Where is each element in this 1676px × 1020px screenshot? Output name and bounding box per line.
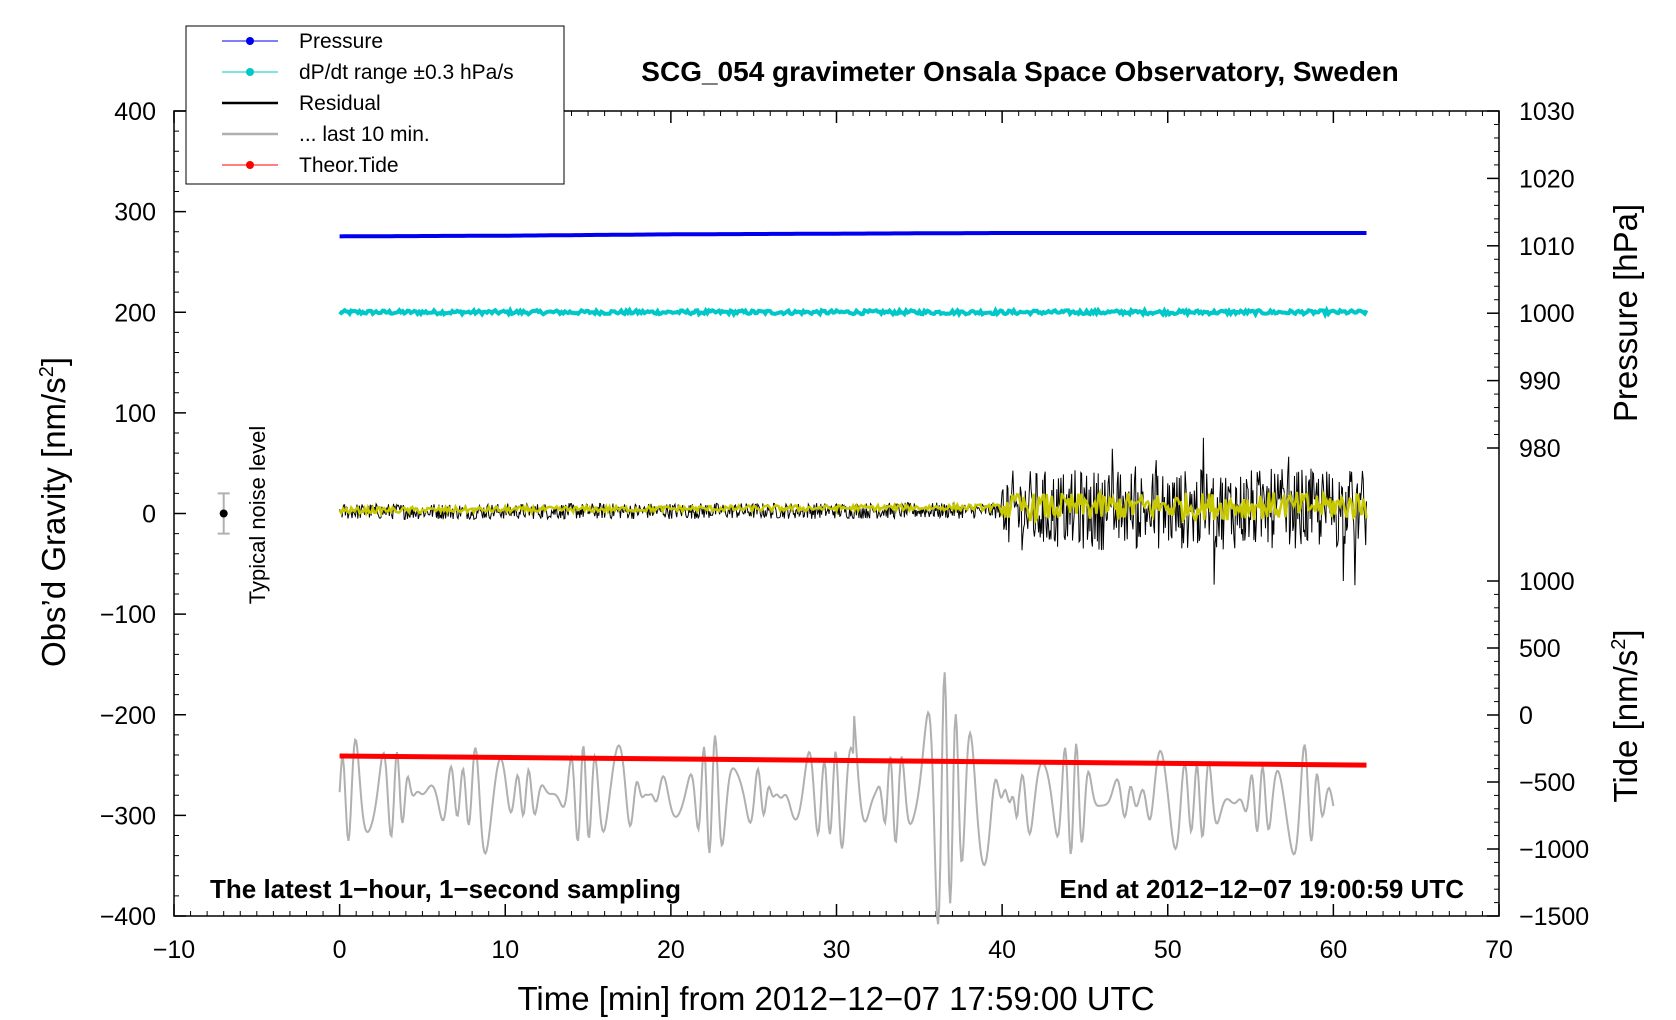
y-left-tick-label: −200	[100, 702, 156, 730]
tide-tick-label: −1500	[1519, 903, 1589, 931]
legend-items: Pressure dP/dt range ±0.3 hPa/s Residual..…	[222, 30, 514, 177]
legend-label: dP/dt range ±0.3 hPa/s	[299, 61, 514, 84]
tide-tick-label: −500	[1519, 769, 1575, 797]
pressure-tick-label: 1000	[1519, 300, 1575, 328]
y-left-tick-label: 400	[114, 98, 156, 126]
axis-ticks	[173, 110, 1500, 917]
x-tick-label: 50	[1154, 936, 1182, 964]
pressure-tick-label: 990	[1519, 368, 1561, 396]
series-layer	[338, 231, 1369, 925]
y-left-axis-title-sup: 2	[36, 366, 58, 377]
noise-label: Typical noise level	[245, 426, 270, 605]
series-pressure	[339, 231, 1367, 239]
x-tick-label: 70	[1485, 936, 1513, 964]
x-tick-label: 60	[1319, 936, 1347, 964]
pressure-tick-label: 1020	[1519, 165, 1575, 193]
legend-label: Pressure	[299, 30, 383, 53]
series-residual-smoothed	[338, 487, 1368, 526]
note-left: The latest 1−hour, 1−second sampling	[210, 874, 681, 904]
y-right-tide-title-main: Tide [nm/s	[1607, 650, 1644, 803]
legend-label: Residual	[299, 92, 381, 115]
y-right-tide-title: Tide [nm/s2]	[1607, 629, 1644, 802]
y-left-axis-title: Obs’d Gravity [nm/s2]	[35, 357, 72, 667]
tide-tick-label: −1000	[1519, 836, 1589, 864]
x-tick-label: −10	[153, 936, 195, 964]
tide-tick-label: 1000	[1519, 568, 1575, 596]
x-tick-label: 20	[657, 936, 685, 964]
tide-tick-label: 500	[1519, 635, 1561, 663]
y-right-pressure-title: Pressure [hPa]	[1607, 204, 1644, 422]
x-tick-label: 40	[988, 936, 1016, 964]
series-dpdt	[338, 305, 1369, 320]
legend-box	[185, 25, 565, 185]
legend-label: ... last 10 min.	[299, 123, 430, 146]
legend-dot	[246, 161, 254, 169]
x-tick-label: 10	[491, 936, 519, 964]
pressure-tick-label: 1030	[1519, 98, 1575, 126]
noise-bar-dot	[219, 509, 228, 518]
chart-title: SCG_054 gravimeter Onsala Space Observat…	[641, 56, 1398, 87]
series-last-10-min	[338, 672, 1335, 925]
y-left-tick-label: 100	[114, 400, 156, 428]
noise-bar	[217, 492, 230, 535]
y-right-tide-title-close: ]	[1607, 629, 1644, 638]
y-left-axis-title-main: Obs’d Gravity [nm/s	[35, 377, 72, 667]
y-left-tick-label: −400	[100, 903, 156, 931]
y-left-tick-label: 0	[142, 501, 156, 529]
series-theor-tide	[339, 753, 1367, 768]
y-left-tick-label: −300	[100, 802, 156, 830]
pressure-tick-label: 980	[1519, 435, 1561, 463]
y-left-tick-label: 200	[114, 299, 156, 327]
tide-tick-label: 0	[1519, 702, 1533, 730]
y-left-tick-label: −100	[100, 601, 156, 629]
x-axis-title: Time [min] from 2012−12−07 17:59:00 UTC	[517, 980, 1154, 1017]
y-left-tick-label: 300	[114, 199, 156, 227]
legend: Pressure dP/dt range ±0.3 hPa/s Residual..…	[185, 25, 565, 185]
y-right-tide-title-sup: 2	[1608, 639, 1630, 650]
pressure-tick-label: 1010	[1519, 233, 1575, 261]
y-left-axis-title-close: ]	[35, 357, 72, 366]
x-tick-label: 0	[333, 936, 347, 964]
legend-label: Theor.Tide	[299, 154, 399, 177]
note-right: End at 2012−12−07 19:00:59 UTC	[1059, 874, 1464, 904]
legend-dot	[246, 68, 254, 76]
axis-tick-labels: −10 0 10 20 30 40 50 60 704003002001000−100−200−…	[100, 98, 1590, 964]
legend-dot	[246, 37, 254, 45]
x-tick-label: 30	[823, 936, 851, 964]
